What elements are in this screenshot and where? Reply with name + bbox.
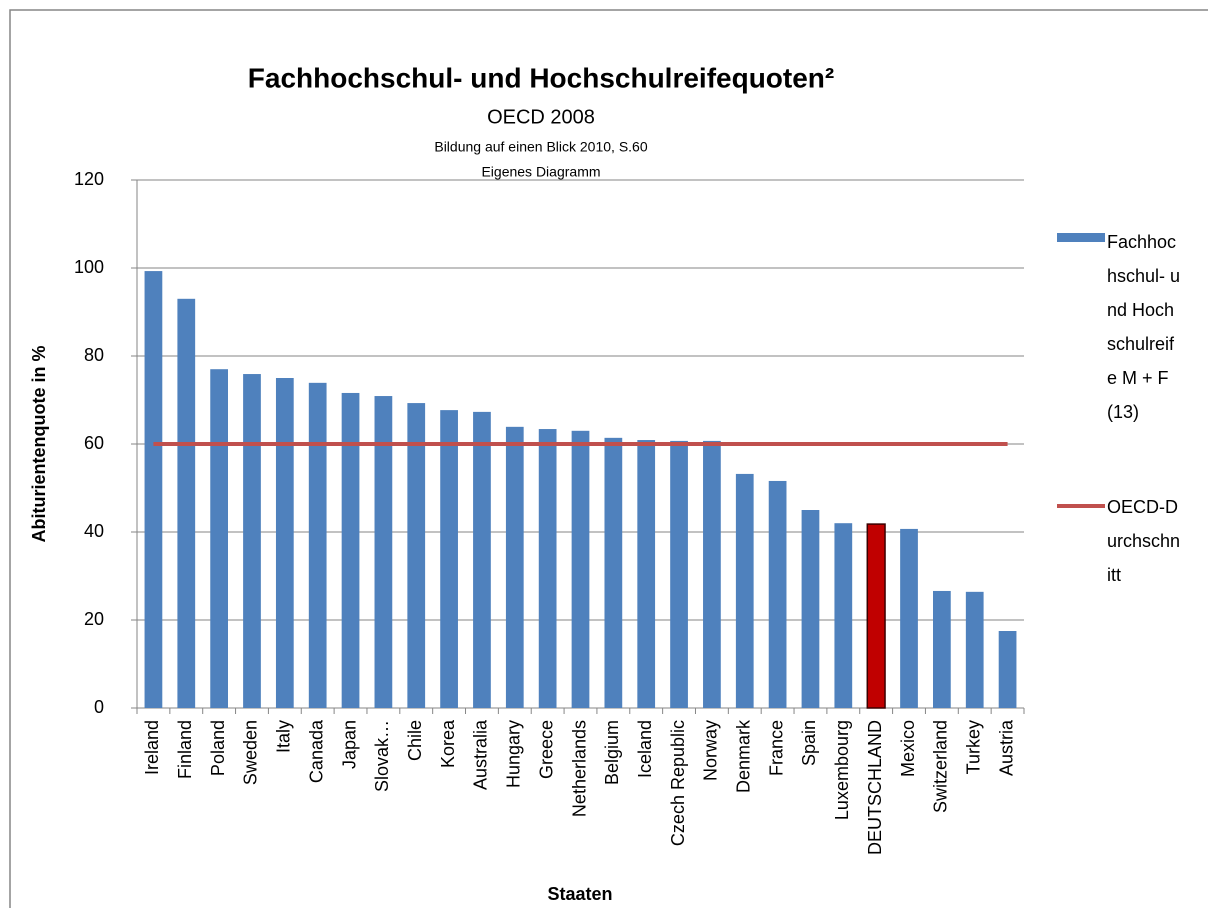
y-tick-label: 20 — [84, 609, 104, 629]
bar — [637, 440, 656, 708]
legend-entry: OECD-Durchschnitt — [1107, 497, 1181, 585]
bar — [801, 510, 820, 708]
annotation: Bildung auf einen Blick 2010, S.60 — [434, 139, 647, 155]
x-tick-label: Slovak… — [372, 720, 392, 792]
bar — [998, 631, 1017, 708]
y-tick-label: 100 — [74, 257, 104, 277]
x-tick-label: Austria — [996, 719, 1016, 776]
x-tick-label: Korea — [438, 719, 458, 768]
bar — [670, 440, 688, 708]
bar — [275, 378, 294, 708]
x-tick-label: Czech Republic — [668, 720, 688, 846]
bar — [538, 429, 557, 708]
bar — [177, 298, 196, 708]
bar — [735, 473, 754, 708]
x-tick-label: Greece — [536, 720, 556, 779]
x-tick-label: Canada — [306, 719, 326, 783]
bar — [440, 410, 458, 708]
x-tick-label: Belgium — [602, 720, 622, 785]
x-tick-label: Sweden — [241, 720, 261, 785]
bar — [834, 523, 853, 708]
x-tick-label: Luxembourg — [832, 720, 852, 820]
y-axis-label: Abiturientenquote in % — [29, 346, 49, 543]
x-axis-label: Staaten — [547, 884, 612, 904]
bar — [703, 440, 721, 708]
legend-label: Fachhochschul- und Hochschulreife M + F … — [1107, 232, 1181, 422]
x-tick-label: Norway — [701, 720, 721, 781]
bar — [341, 392, 360, 708]
x-tick-label: Switzerland — [931, 720, 951, 813]
bar — [407, 403, 426, 708]
bar — [768, 480, 787, 708]
x-tick-label: Mexico — [898, 720, 918, 777]
x-tick-label: Iceland — [635, 720, 655, 778]
chart-subtitle: OECD 2008 — [487, 106, 595, 128]
x-tick-label: Chile — [405, 720, 425, 761]
bar — [933, 590, 951, 708]
x-tick-label: Spain — [799, 720, 819, 766]
bar — [473, 411, 491, 708]
bar — [900, 528, 918, 708]
bar — [144, 271, 163, 708]
x-tick-label: Japan — [339, 720, 359, 769]
x-tick-label: Finland — [175, 720, 195, 779]
y-tick-label: 80 — [84, 345, 104, 365]
y-tick-label: 120 — [74, 169, 104, 189]
bar — [243, 374, 261, 708]
bar — [866, 523, 886, 709]
bar — [965, 591, 984, 708]
legend-entry: Fachhochschul- und Hochschulreife M + F … — [1107, 232, 1181, 422]
legend-label: OECD-Durchschnitt — [1107, 497, 1181, 585]
y-tick-label: 60 — [84, 433, 104, 453]
bar — [571, 430, 590, 708]
x-tick-label: France — [766, 720, 786, 776]
x-tick-label: Australia — [471, 719, 491, 790]
x-tick-label: Turkey — [963, 720, 983, 774]
y-tick-label: 40 — [84, 521, 104, 541]
x-tick-label: Italy — [274, 720, 294, 753]
x-tick-label: Ireland — [142, 720, 162, 775]
bar — [210, 369, 228, 708]
bar — [308, 382, 327, 708]
chart-title: Fachhochschul- und Hochschulreifequoten² — [248, 62, 834, 93]
x-tick-label: Poland — [208, 720, 228, 776]
legend-swatch — [1057, 233, 1105, 242]
annotation: Eigenes Diagramm — [481, 164, 600, 180]
y-tick-label: 0 — [94, 697, 104, 717]
bar — [374, 396, 393, 708]
bar — [505, 426, 524, 708]
x-tick-label: Denmark — [734, 719, 754, 793]
x-tick-label: DEUTSCHLAND — [865, 720, 885, 855]
bar — [604, 437, 623, 708]
x-tick-label: Netherlands — [569, 720, 589, 817]
x-tick-label: Hungary — [504, 720, 524, 788]
